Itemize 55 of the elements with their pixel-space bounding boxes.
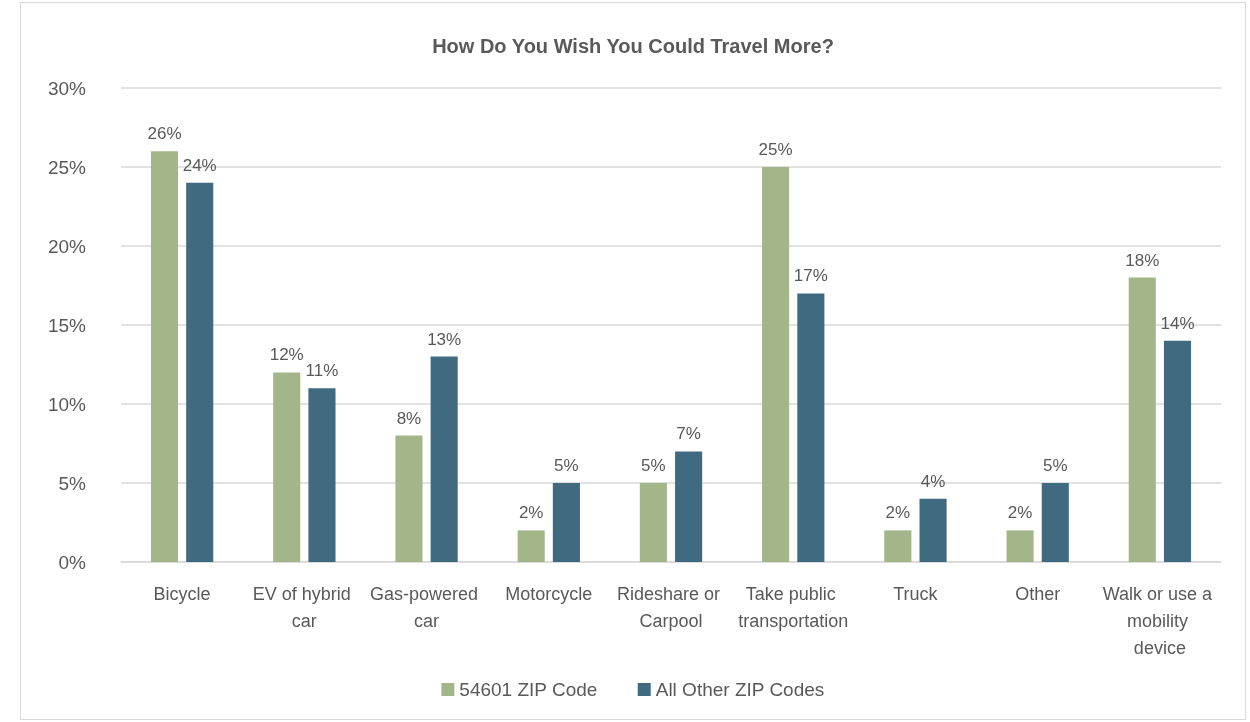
data-label: 7% (676, 424, 701, 444)
data-label: 18% (1125, 250, 1160, 270)
data-label: 11% (305, 361, 339, 381)
x-tick-label: Other (1015, 583, 1061, 604)
data-label: 5% (1042, 456, 1068, 475)
chart-title: How Do You Wish You Could Travel More? (432, 35, 834, 57)
data-label: 13% (427, 329, 462, 349)
x-tick-label: Gas-powered car (370, 583, 484, 631)
data-label: 14% (1160, 313, 1195, 333)
bar (884, 530, 912, 562)
x-tick-label: Truck (893, 583, 939, 604)
y-tick-label: 10% (47, 393, 87, 415)
bar (797, 293, 825, 562)
bar (1163, 340, 1192, 562)
bar (395, 435, 423, 562)
y-tick-label: 0% (58, 551, 87, 573)
legend-label: 54601 ZIP Code (459, 679, 598, 700)
y-tick-label: 5% (58, 472, 87, 494)
bar (308, 388, 336, 562)
x-tick-label: EV of hybrid car (252, 583, 356, 631)
x-tick-label: Bicycle (153, 583, 211, 604)
bar (517, 530, 545, 562)
x-tick-label: Motorcycle (505, 583, 593, 604)
y-tick-label: 20% (47, 235, 87, 257)
bar (1128, 277, 1156, 562)
data-label: 5% (554, 456, 579, 475)
legend-label: All Other ZIP Codes (655, 679, 825, 700)
y-tick-label: 25% (47, 156, 87, 178)
bar (639, 483, 667, 562)
y-tick-label: 15% (47, 314, 87, 336)
data-label: 2% (518, 503, 544, 523)
data-label: 4% (920, 471, 946, 491)
x-tick-label: Walk or use a mobility device (1102, 583, 1218, 658)
data-label: 17% (793, 266, 828, 286)
bar (762, 167, 790, 562)
data-label: 2% (885, 503, 911, 523)
bar (675, 451, 703, 562)
bar (186, 182, 214, 562)
data-label: 8% (396, 408, 422, 428)
data-label: 24% (182, 155, 217, 175)
bar (1006, 530, 1034, 562)
data-label: 2% (1007, 503, 1033, 523)
bar (552, 483, 580, 562)
x-tick-label: Rideshare or Carpool (616, 583, 726, 631)
bar (430, 356, 458, 562)
x-tick-label: Take public transportation (738, 583, 849, 631)
y-tick-label: 30% (47, 77, 87, 99)
bar (273, 372, 301, 562)
data-label: 25% (758, 140, 793, 159)
bar (1041, 483, 1069, 562)
bar (150, 151, 179, 562)
data-label: 5% (641, 456, 666, 475)
bar (919, 498, 947, 562)
data-label: 12% (269, 345, 304, 365)
data-label: 26% (147, 124, 182, 144)
